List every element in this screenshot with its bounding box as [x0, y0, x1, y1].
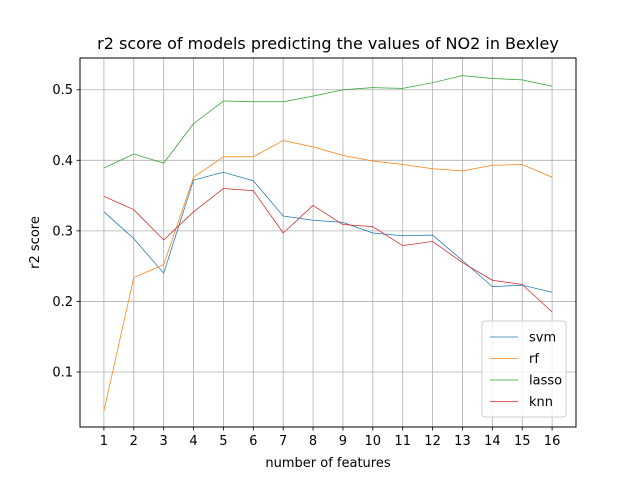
- chart-title: r2 score of models predicting the values…: [97, 34, 559, 53]
- legend-box: [481, 320, 567, 418]
- x-tick-label: 2: [130, 434, 138, 449]
- x-axis-ticks: 1 2 3 4 5 6 7 8 9 10 11 12 13 14 15 16: [100, 427, 561, 449]
- legend-label-lasso: lasso: [529, 374, 562, 389]
- x-tick-label: 5: [219, 434, 227, 449]
- series-line-lasso: [103, 75, 553, 169]
- x-tick-label: 6: [249, 434, 257, 449]
- y-axis-ticks: 0.1 0.2 0.3 0.4 0.5: [52, 83, 80, 380]
- series-line-knn: [103, 188, 553, 313]
- x-tick-label: 9: [339, 434, 347, 449]
- legend-label-knn: knn: [529, 395, 553, 410]
- x-axis-label: number of features: [265, 456, 390, 471]
- x-tick-label: 13: [454, 434, 471, 449]
- grid-lines: [80, 58, 576, 427]
- y-tick-label: 0.4: [52, 154, 73, 169]
- x-tick-label: 4: [189, 434, 197, 449]
- x-tick-label: 14: [484, 434, 501, 449]
- x-tick-label: 10: [365, 434, 382, 449]
- x-tick-label: 16: [544, 434, 561, 449]
- legend-label-rf: rf: [529, 352, 539, 367]
- x-tick-label: 15: [514, 434, 531, 449]
- x-tick-label: 1: [100, 434, 108, 449]
- legend: svm rf lasso knn: [481, 320, 567, 418]
- x-tick-label: 12: [424, 434, 441, 449]
- legend-label-svm: svm: [529, 331, 556, 346]
- x-tick-label: 3: [160, 434, 168, 449]
- y-tick-label: 0.5: [52, 83, 73, 98]
- series-line-rf: [103, 140, 553, 411]
- series-line-svm: [103, 171, 553, 293]
- y-tick-label: 0.3: [52, 224, 73, 239]
- series-lines: [103, 75, 553, 411]
- y-axis-label: r2 score: [28, 216, 43, 269]
- x-tick-label: 8: [309, 434, 317, 449]
- plot-frame: [79, 57, 577, 428]
- x-tick-label: 11: [394, 434, 411, 449]
- x-tick-label: 7: [279, 434, 287, 449]
- y-tick-label: 0.1: [52, 365, 73, 380]
- y-tick-label: 0.2: [52, 295, 73, 310]
